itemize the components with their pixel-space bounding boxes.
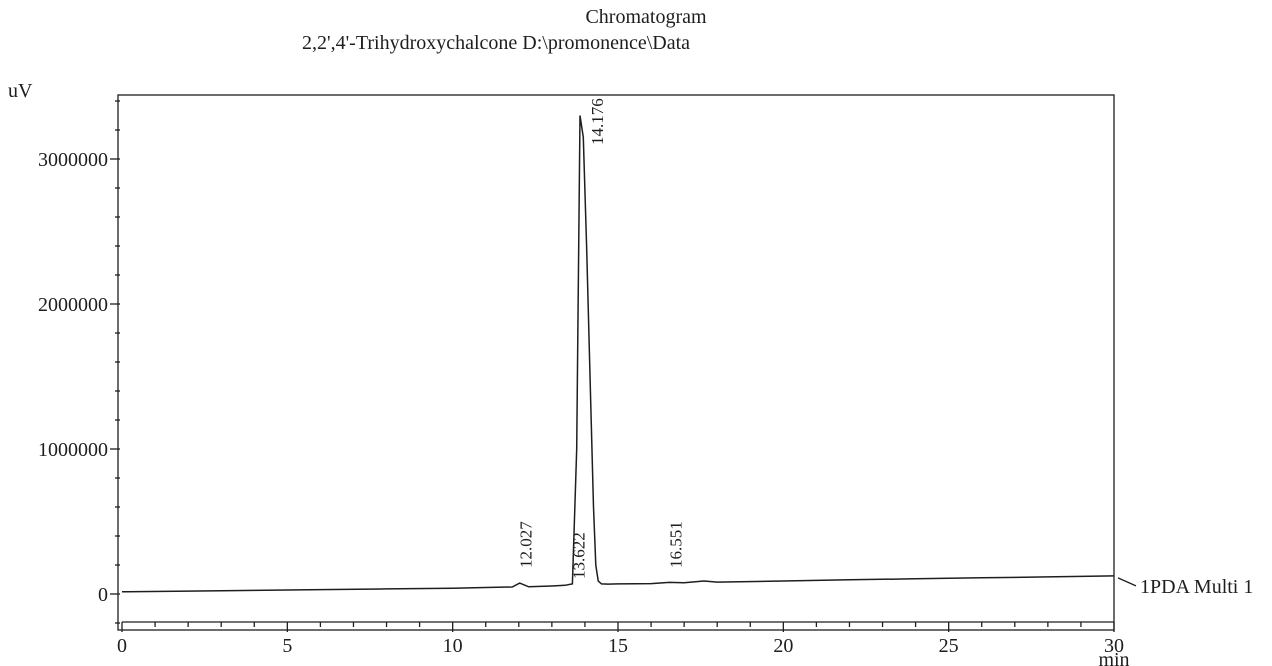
y-tick-label: 3000000 [38,149,108,171]
y-tick-label: 2000000 [38,294,108,316]
series-label-leader [1117,577,1137,587]
peak-label: 12.027 [517,521,536,568]
y-tick-label: 0 [98,584,108,606]
x-tick-label: 20 [773,635,793,657]
x-axis-label: min [1098,649,1129,666]
series-label: 1PDA Multi 1 [1140,576,1253,598]
peak-label: 14.176 [588,98,607,145]
x-tick-label: 15 [608,635,628,657]
chart-subtitle: 2,2',4'-Trihydroxychalcone D:\promonence… [301,32,691,54]
chart-title: Chromatogram [585,6,707,28]
plot-frame [117,94,1115,631]
x-tick-label: 10 [443,635,463,657]
peak-label: 13.622 [569,532,588,579]
series-line [121,115,1115,593]
x-tick-label: 25 [939,635,959,657]
x-tick-label: 0 [117,635,127,657]
y-axis-label: uV [8,80,33,102]
peak-label: 16.551 [666,521,685,568]
x-tick-label: 5 [282,635,292,657]
x-tick-label: 30 [1104,635,1124,657]
y-tick-label: 1000000 [38,439,108,461]
